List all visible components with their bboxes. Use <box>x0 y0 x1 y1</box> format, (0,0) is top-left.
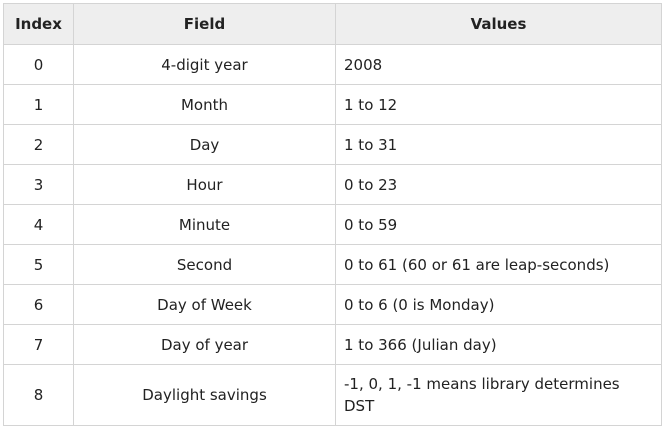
index-cell: 2 <box>3 124 74 165</box>
field-cell: Second <box>73 244 336 285</box>
value-cell: 2008 <box>335 44 662 85</box>
field-cell: Hour <box>73 164 336 205</box>
index-cell: 8 <box>3 364 74 426</box>
field-cell: 4-digit year <box>73 44 336 85</box>
value-cell: 1 to 12 <box>335 84 662 125</box>
index-cell: 7 <box>3 324 74 365</box>
value-cell: 1 to 366 (Julian day) <box>335 324 662 365</box>
index-cell: 5 <box>3 244 74 285</box>
index-cell: 4 <box>3 204 74 245</box>
table-row: 2 Day 1 to 31 <box>3 124 662 165</box>
table-row: 6 Day of Week 0 to 6 (0 is Monday) <box>3 284 662 325</box>
value-cell: 0 to 23 <box>335 164 662 205</box>
time-fields-table: Index Field Values 0 4-digit year 2008 1… <box>3 3 662 426</box>
column-header-values: Values <box>335 3 662 45</box>
table-row: 8 Daylight savings -1, 0, 1, -1 means li… <box>3 364 662 426</box>
value-cell: 0 to 59 <box>335 204 662 245</box>
table-row: 0 4-digit year 2008 <box>3 44 662 85</box>
table-row: 7 Day of year 1 to 366 (Julian day) <box>3 324 662 365</box>
field-cell: Day <box>73 124 336 165</box>
field-cell: Minute <box>73 204 336 245</box>
field-cell: Day of Week <box>73 284 336 325</box>
table-row: 4 Minute 0 to 59 <box>3 204 662 245</box>
value-cell: 1 to 31 <box>335 124 662 165</box>
value-cell: 0 to 61 (60 or 61 are leap-seconds) <box>335 244 662 285</box>
table-row: 5 Second 0 to 61 (60 or 61 are leap-seco… <box>3 244 662 285</box>
table-header-row: Index Field Values <box>3 3 662 45</box>
column-header-index: Index <box>3 3 74 45</box>
index-cell: 3 <box>3 164 74 205</box>
table-row: 1 Month 1 to 12 <box>3 84 662 125</box>
index-cell: 1 <box>3 84 74 125</box>
field-cell: Daylight savings <box>73 364 336 426</box>
value-cell: -1, 0, 1, -1 means library determines DS… <box>335 364 662 426</box>
value-cell: 0 to 6 (0 is Monday) <box>335 284 662 325</box>
field-cell: Month <box>73 84 336 125</box>
field-cell: Day of year <box>73 324 336 365</box>
index-cell: 0 <box>3 44 74 85</box>
index-cell: 6 <box>3 284 74 325</box>
table-row: 3 Hour 0 to 23 <box>3 164 662 205</box>
column-header-field: Field <box>73 3 336 45</box>
